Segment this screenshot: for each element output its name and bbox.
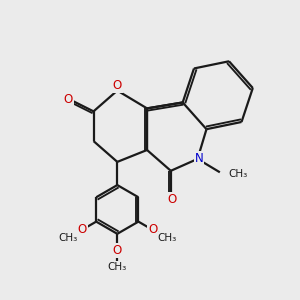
Text: CH₃: CH₃: [157, 233, 176, 243]
Text: O: O: [148, 223, 157, 236]
Text: O: O: [113, 244, 122, 257]
Text: O: O: [113, 79, 122, 92]
Text: CH₃: CH₃: [108, 262, 127, 272]
Text: CH₃: CH₃: [58, 233, 77, 243]
Text: N: N: [195, 152, 203, 165]
Text: CH₃: CH₃: [228, 169, 248, 179]
Text: O: O: [64, 93, 73, 106]
Text: O: O: [77, 223, 87, 236]
Text: O: O: [168, 194, 177, 206]
